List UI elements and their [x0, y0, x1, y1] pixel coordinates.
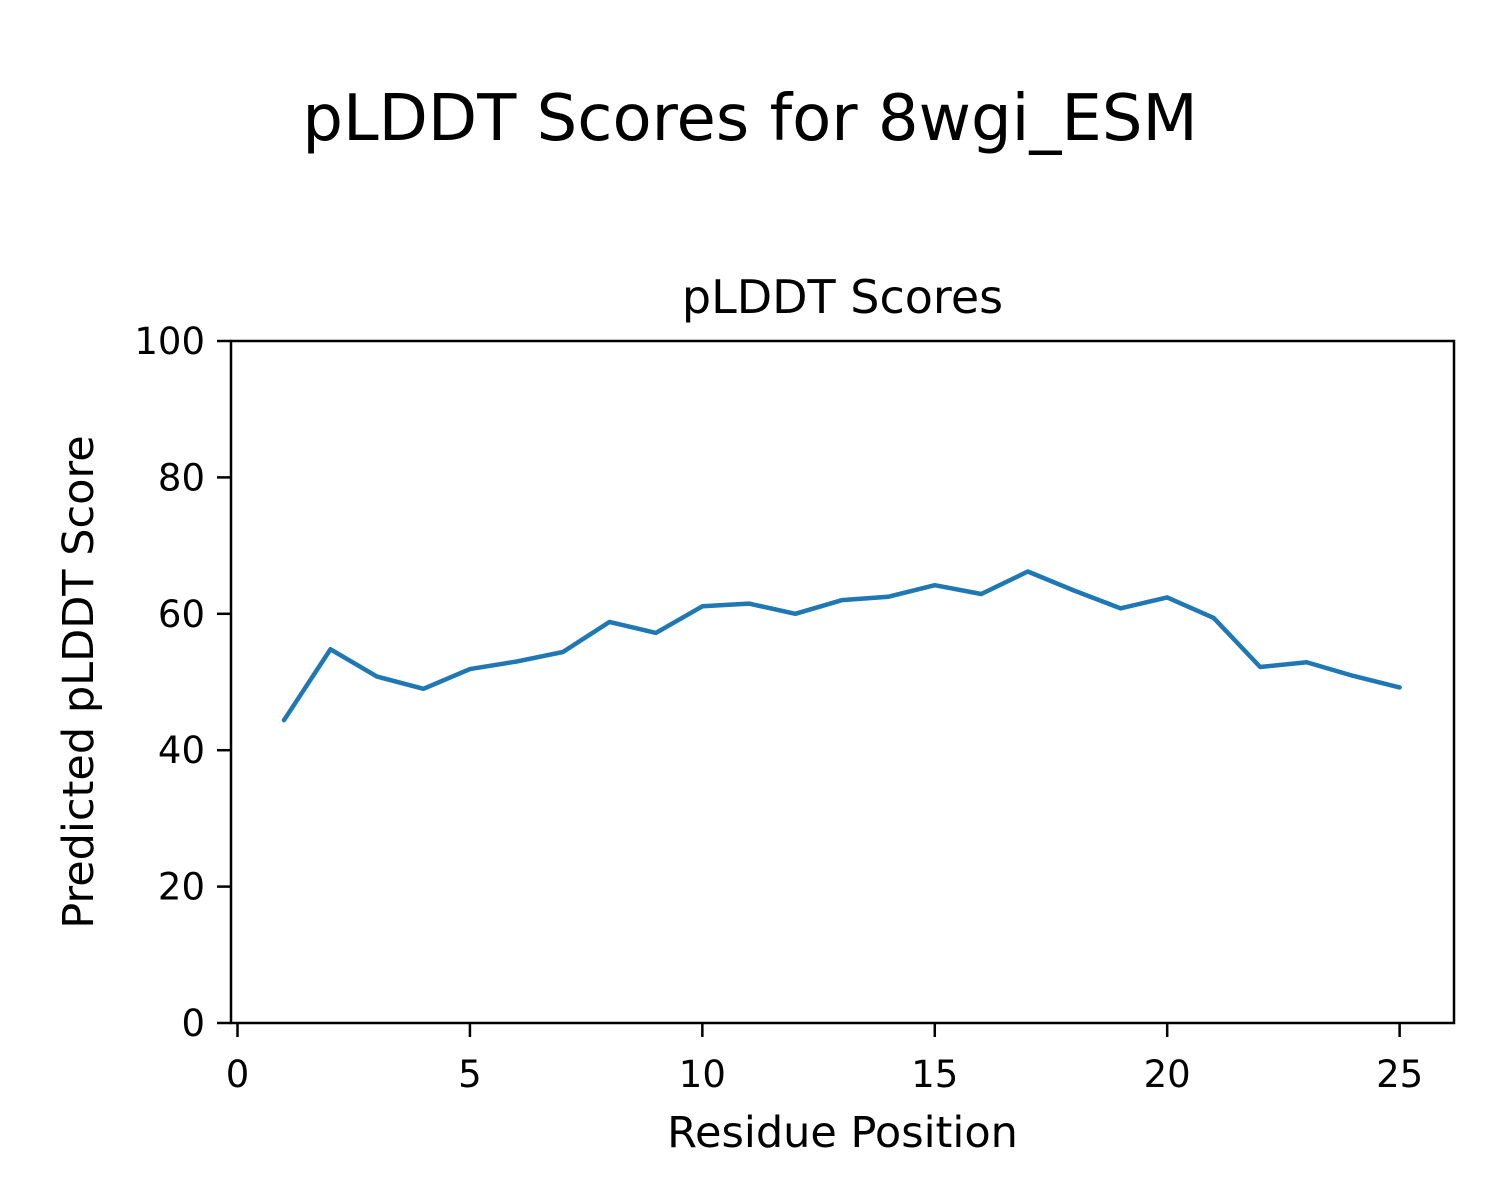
- x-tick-label: 15: [911, 1053, 958, 1096]
- chart-title: pLDDT Scores: [681, 270, 1004, 324]
- x-axis-ticks: 0 5 10 15 20 25: [226, 1023, 1423, 1096]
- y-tick-label: 80: [158, 456, 205, 499]
- x-tick-label: 20: [1144, 1053, 1191, 1096]
- x-tick-label: 5: [458, 1053, 482, 1096]
- figure-suptitle: pLDDT Scores for 8wgi_ESM: [302, 82, 1198, 156]
- y-axis-ticks: 0 20 40 60 80 100: [134, 320, 231, 1045]
- y-tick-label: 0: [181, 1002, 205, 1045]
- y-tick-label: 100: [134, 320, 205, 363]
- y-tick-label: 20: [158, 866, 205, 909]
- plot-border: [229, 339, 1456, 1025]
- y-tick-label: 40: [158, 729, 205, 772]
- x-tick-label: 25: [1376, 1053, 1423, 1096]
- x-tick-label: 10: [679, 1053, 726, 1096]
- y-tick-label: 60: [158, 593, 205, 636]
- x-axis-label: Residue Position: [667, 1108, 1018, 1158]
- x-tick-label: 0: [226, 1053, 250, 1096]
- plddt-line-series: [281, 569, 1402, 723]
